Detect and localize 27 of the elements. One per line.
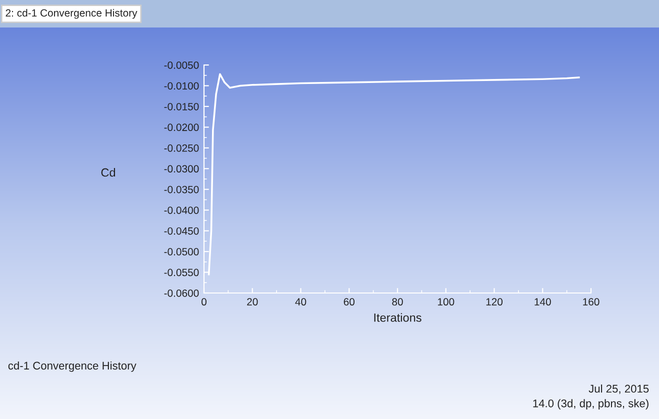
y-tick-label: -0.0250 xyxy=(164,144,199,152)
x-tick-label: 0 xyxy=(202,298,206,306)
x-tick-label: 60 xyxy=(344,298,355,306)
x-tick-label: 160 xyxy=(583,298,600,306)
x-tick-label: 40 xyxy=(295,298,306,306)
y-tick-label: -0.0550 xyxy=(164,268,199,276)
text: 2: cd-1 Convergence History xyxy=(6,8,138,19)
y-axis-title: Cd xyxy=(101,168,116,177)
y-tick-label: -0.0100 xyxy=(164,82,199,90)
y-tick-label: -0.0050 xyxy=(164,62,199,69)
x-tick-label: 100 xyxy=(438,298,454,306)
text: Jul 25, 2015 xyxy=(588,384,649,394)
text: 14.0 (3d, dp, pbns, ske) xyxy=(533,399,648,410)
y-tick-label: -0.0150 xyxy=(164,102,199,110)
y-tick-label: -0.0450 xyxy=(164,227,199,235)
y-tick-label: -0.0600 xyxy=(164,290,199,297)
x-tick-label: 140 xyxy=(534,298,551,306)
y-tick-label: -0.0500 xyxy=(164,248,199,256)
x-axis-title: Iterations xyxy=(374,313,422,322)
text: cd-1 Convergence History xyxy=(8,361,136,372)
x-tick-label: 120 xyxy=(486,298,503,306)
x-tick-label: 80 xyxy=(392,298,403,306)
y-tick-label: -0.0350 xyxy=(164,186,199,194)
y-tick-label: -0.0200 xyxy=(164,124,199,132)
y-tick-label: -0.0400 xyxy=(164,206,199,214)
x-tick-label: 20 xyxy=(247,298,258,306)
y-tick-label: -0.0300 xyxy=(164,165,199,173)
